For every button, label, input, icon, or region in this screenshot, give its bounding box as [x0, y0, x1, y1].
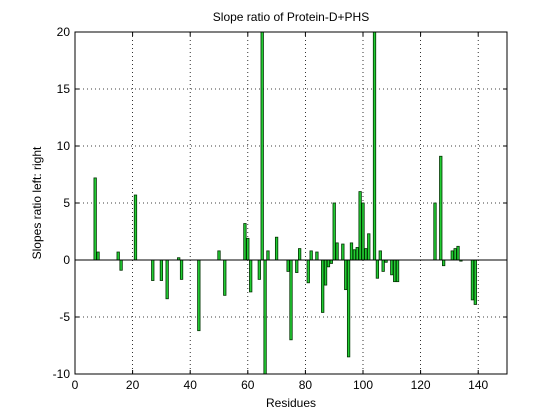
bar — [306, 259, 310, 284]
x-tick-label: 100 — [353, 378, 373, 392]
bar — [355, 247, 359, 261]
bar — [93, 177, 97, 261]
bar — [217, 250, 221, 261]
bar — [367, 233, 371, 261]
x-tick-label: 140 — [468, 378, 488, 392]
bar — [274, 236, 279, 261]
bar — [133, 194, 138, 261]
bar — [375, 259, 380, 279]
bar — [159, 259, 164, 281]
bar — [352, 249, 356, 261]
bar — [286, 259, 290, 272]
x-tick-label: 120 — [411, 378, 431, 392]
axis-ticks: 0 20 40 60 80 100 120 140 -10 -5 0 5 10 15 20 — [53, 25, 507, 392]
bar — [390, 259, 394, 276]
bar — [260, 31, 264, 261]
bar — [364, 248, 368, 261]
bar — [393, 259, 397, 283]
bar — [249, 259, 253, 293]
bar — [453, 248, 457, 261]
chart-title: Slope ratio of Protein-D+PHS — [213, 10, 369, 24]
bar — [263, 259, 267, 375]
x-tick-label: 20 — [126, 378, 140, 392]
bar — [243, 223, 247, 261]
bar — [96, 251, 100, 261]
bar — [246, 237, 250, 261]
y-tick-label: -5 — [59, 310, 70, 324]
bar — [381, 259, 385, 272]
bar — [223, 259, 227, 296]
grid-lines — [75, 32, 507, 374]
x-axis-label: Residues — [266, 396, 316, 410]
bar — [179, 259, 184, 280]
bar — [439, 155, 443, 261]
bar — [309, 250, 313, 261]
bar — [197, 259, 201, 332]
y-tick-label: 0 — [63, 253, 70, 267]
bar — [349, 242, 354, 261]
bar — [372, 31, 377, 261]
bar — [361, 202, 365, 261]
bar — [442, 259, 446, 267]
bar — [257, 259, 261, 280]
bar — [358, 191, 362, 261]
bar — [151, 259, 155, 281]
bar — [341, 243, 345, 261]
bar — [332, 202, 336, 261]
bar — [321, 259, 325, 313]
y-tick-label: 20 — [57, 25, 71, 39]
bar — [450, 250, 454, 261]
bar — [344, 259, 348, 291]
bar — [323, 259, 328, 286]
x-tick-label: 80 — [299, 378, 313, 392]
bar — [456, 245, 460, 261]
bar — [326, 259, 331, 268]
bar — [289, 259, 293, 341]
bar — [315, 251, 319, 261]
y-axis-label: Slopes ratio left: right — [30, 146, 44, 259]
y-tick-label: -10 — [53, 367, 71, 381]
y-tick-label: 5 — [63, 196, 70, 210]
y-tick-label: 15 — [57, 82, 71, 96]
bar — [266, 250, 270, 261]
x-tick-label: 60 — [241, 378, 255, 392]
x-tick-label: 40 — [184, 378, 198, 392]
bar — [119, 259, 123, 271]
bar — [335, 242, 339, 261]
bar — [165, 259, 169, 300]
bar — [378, 250, 382, 261]
y-tick-label: 10 — [57, 139, 71, 153]
bar — [295, 259, 299, 273]
bar — [433, 202, 437, 261]
bar — [470, 259, 475, 301]
bar — [473, 259, 477, 305]
x-tick-label: 0 — [72, 378, 79, 392]
bar — [329, 259, 333, 264]
bar — [395, 259, 400, 283]
bar — [116, 251, 120, 261]
bar — [346, 259, 351, 358]
bar — [298, 248, 302, 261]
